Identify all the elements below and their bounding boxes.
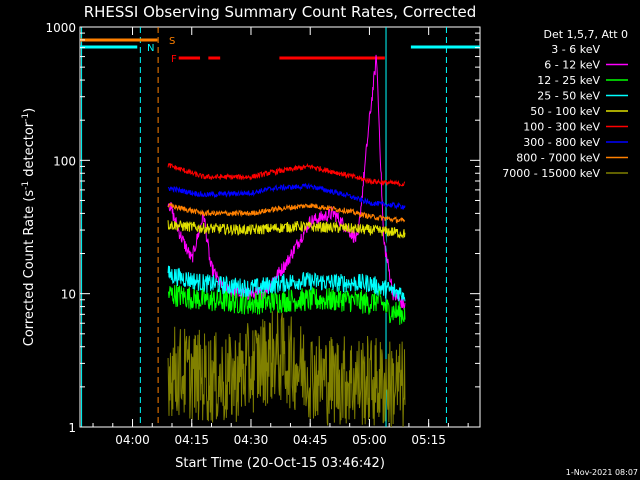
x-tick-label-0: 04:00 — [115, 433, 150, 447]
legend-label-2: 12 - 25 keV — [537, 74, 600, 87]
y-tick-label-1: 10 — [61, 288, 76, 302]
flag-letter-N: N — [147, 43, 154, 54]
series-line-2 — [167, 284, 406, 325]
x-tick-label-5: 05:15 — [411, 433, 446, 447]
flag-letter-S: S — [169, 36, 175, 47]
x-tick-label-2: 04:30 — [234, 433, 269, 447]
timestamp: 1-Nov-2021 08:07 — [566, 468, 638, 477]
series-group — [167, 54, 406, 428]
series-line-8 — [167, 311, 406, 428]
y-tick-label-3: 1000 — [45, 21, 76, 35]
legend-header: Det 1,5,7, Att 0 — [544, 28, 628, 41]
y-axis-label-part3: ) — [22, 108, 37, 113]
chart-title: RHESSI Observing Summary Count Rates, Co… — [84, 3, 477, 21]
legend-label-1: 6 - 12 keV — [544, 59, 600, 72]
legend-label-7: 800 - 7000 keV — [516, 152, 600, 165]
series-line-6 — [167, 182, 406, 210]
plot-frame — [79, 26, 481, 428]
legend-label-5: 100 - 300 keV — [523, 121, 600, 134]
y-axis-label-sup2: -1 — [21, 113, 31, 122]
y-tick-label-0: 1 — [68, 421, 76, 435]
y-axis-label-sup1: -1 — [21, 181, 31, 190]
legend-label-6: 300 - 800 keV — [523, 136, 600, 149]
flag-letter-F: F — [171, 54, 177, 65]
x-axis-label: Start Time (20-Oct-15 03:46:42) — [175, 456, 385, 471]
series-line-7 — [167, 202, 406, 224]
x-tick-label-4: 05:00 — [352, 433, 387, 447]
series-line-3 — [167, 265, 406, 302]
series-line-0 — [167, 90, 406, 290]
flag-bars: S N F — [80, 36, 480, 65]
y-axis-label: Corrected Count Rate (s-1 detector-1) — [21, 108, 37, 346]
series-line-5 — [167, 162, 406, 187]
series-line-1 — [167, 54, 406, 310]
legend-label-4: 50 - 100 keV — [530, 105, 600, 118]
legend: Det 1,5,7, Att 0 3 - 6 keV 6 - 12 keV 12 -… — [502, 28, 628, 180]
y-axis-label-part2: detector — [22, 121, 37, 181]
legend-label-3: 25 - 50 keV — [537, 90, 600, 103]
y-axis-label-part1: Corrected Count Rate (s — [22, 190, 37, 347]
y-tick-label-2: 100 — [53, 154, 76, 168]
y-axis-ticks: 1 10 100 1000 — [45, 21, 480, 435]
x-tick-label-3: 04:45 — [293, 433, 328, 447]
legend-label-8: 7000 - 15000 keV — [502, 167, 600, 180]
x-axis-ticks: 04:00 04:15 04:30 04:45 05:00 05:15 — [92, 27, 469, 447]
legend-label-0: 3 - 6 keV — [551, 43, 600, 56]
x-tick-label-1: 04:15 — [174, 433, 209, 447]
series-line-4 — [167, 220, 406, 239]
